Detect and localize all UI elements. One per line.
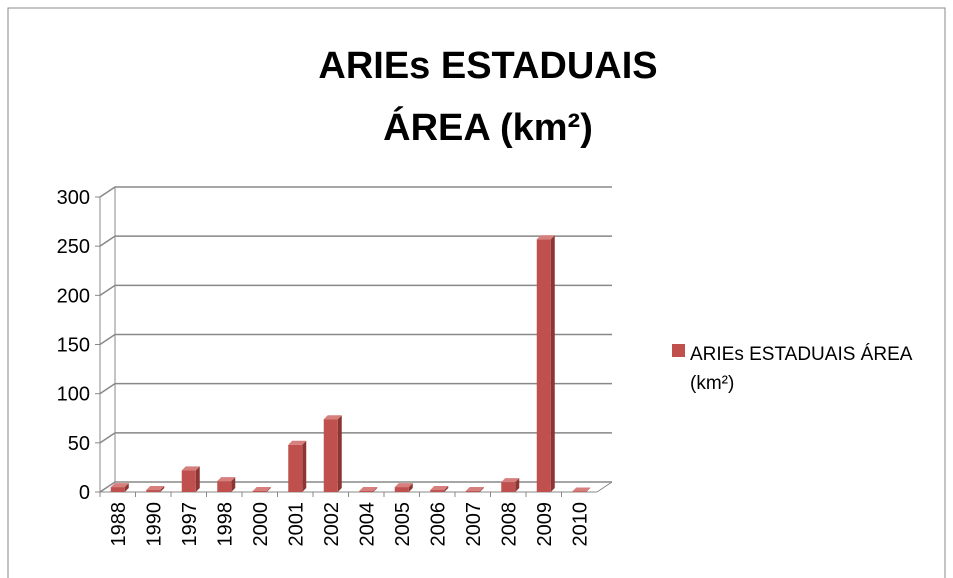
bar bbox=[252, 491, 267, 492]
x-tick-label: 2010 bbox=[569, 502, 591, 547]
y-tick-label: 300 bbox=[57, 187, 90, 209]
bar bbox=[323, 419, 338, 492]
bar-side bbox=[444, 486, 449, 492]
bar bbox=[288, 444, 303, 492]
bar-side bbox=[266, 487, 271, 492]
bar-side bbox=[195, 466, 200, 492]
x-tick-label: 1988 bbox=[108, 502, 130, 547]
grid-line bbox=[99, 284, 612, 296]
bar bbox=[181, 470, 196, 492]
bar-side bbox=[231, 477, 236, 492]
bar-top bbox=[359, 487, 378, 492]
y-tick-label: 0 bbox=[79, 482, 90, 504]
bar-top bbox=[501, 478, 520, 483]
x-tick-label: 2009 bbox=[534, 502, 556, 547]
grid-line bbox=[99, 186, 612, 198]
bar bbox=[217, 481, 232, 492]
bar-top bbox=[288, 440, 307, 445]
chart-title: ARIEs ESTADUAIS bbox=[318, 45, 657, 87]
floor-edge bbox=[596, 481, 613, 493]
bar-side bbox=[337, 415, 342, 492]
bar-top bbox=[572, 487, 591, 492]
bar bbox=[146, 490, 161, 492]
x-tick-label: 1998 bbox=[214, 502, 236, 547]
legend-label: ARIEs ESTADUAIS ÁREA (km²) bbox=[690, 344, 912, 394]
grid-line bbox=[99, 432, 612, 444]
x-tick-label: 2001 bbox=[285, 502, 307, 547]
bar-side bbox=[479, 487, 484, 492]
bar-side bbox=[408, 483, 413, 492]
grid-line bbox=[99, 481, 612, 493]
bar-top bbox=[110, 483, 129, 488]
bar-top bbox=[146, 486, 165, 491]
x-tick-label: 2000 bbox=[250, 502, 272, 547]
bar-top bbox=[536, 235, 555, 240]
chart-title: ÁREA (km²) bbox=[383, 105, 593, 149]
bar-side bbox=[124, 483, 129, 492]
grid-line bbox=[99, 333, 612, 346]
bar-top bbox=[252, 487, 271, 492]
bar bbox=[465, 491, 480, 492]
x-tick-label: 2006 bbox=[427, 502, 449, 547]
bar-top bbox=[430, 486, 449, 491]
x-tick-label: 2004 bbox=[356, 502, 378, 547]
bar-top bbox=[323, 415, 342, 420]
grid-line bbox=[99, 235, 612, 247]
grid-line bbox=[99, 382, 612, 395]
x-tick-label: 1990 bbox=[143, 502, 165, 547]
bar-top bbox=[394, 483, 413, 488]
y-tick-label: 100 bbox=[57, 384, 90, 406]
bar bbox=[359, 491, 374, 492]
y-tick-label: 200 bbox=[57, 285, 90, 307]
chart-border bbox=[7, 7, 946, 578]
bar-side bbox=[373, 487, 378, 492]
bar-top bbox=[465, 487, 484, 492]
y-tick-label: 250 bbox=[57, 236, 90, 258]
bar-top bbox=[181, 466, 200, 471]
x-tick-label: 1997 bbox=[179, 502, 201, 547]
bar-side bbox=[586, 487, 591, 492]
bar-side bbox=[550, 235, 555, 493]
x-tick-label: 2005 bbox=[392, 502, 414, 547]
bar-side bbox=[160, 486, 165, 492]
x-tick-label: 2002 bbox=[321, 502, 343, 547]
bar-top bbox=[217, 477, 236, 482]
bar-side bbox=[515, 478, 520, 492]
y-tick-label: 50 bbox=[68, 433, 90, 455]
bar bbox=[430, 490, 445, 492]
bar bbox=[501, 482, 516, 492]
y-tick-label: 150 bbox=[57, 335, 90, 357]
bar bbox=[110, 487, 125, 492]
legend-swatch bbox=[672, 344, 685, 357]
bar bbox=[394, 487, 409, 492]
x-tick-label: 2008 bbox=[498, 502, 520, 547]
bar bbox=[536, 239, 551, 492]
bar-side bbox=[302, 440, 307, 492]
x-tick-label: 2007 bbox=[463, 502, 485, 547]
